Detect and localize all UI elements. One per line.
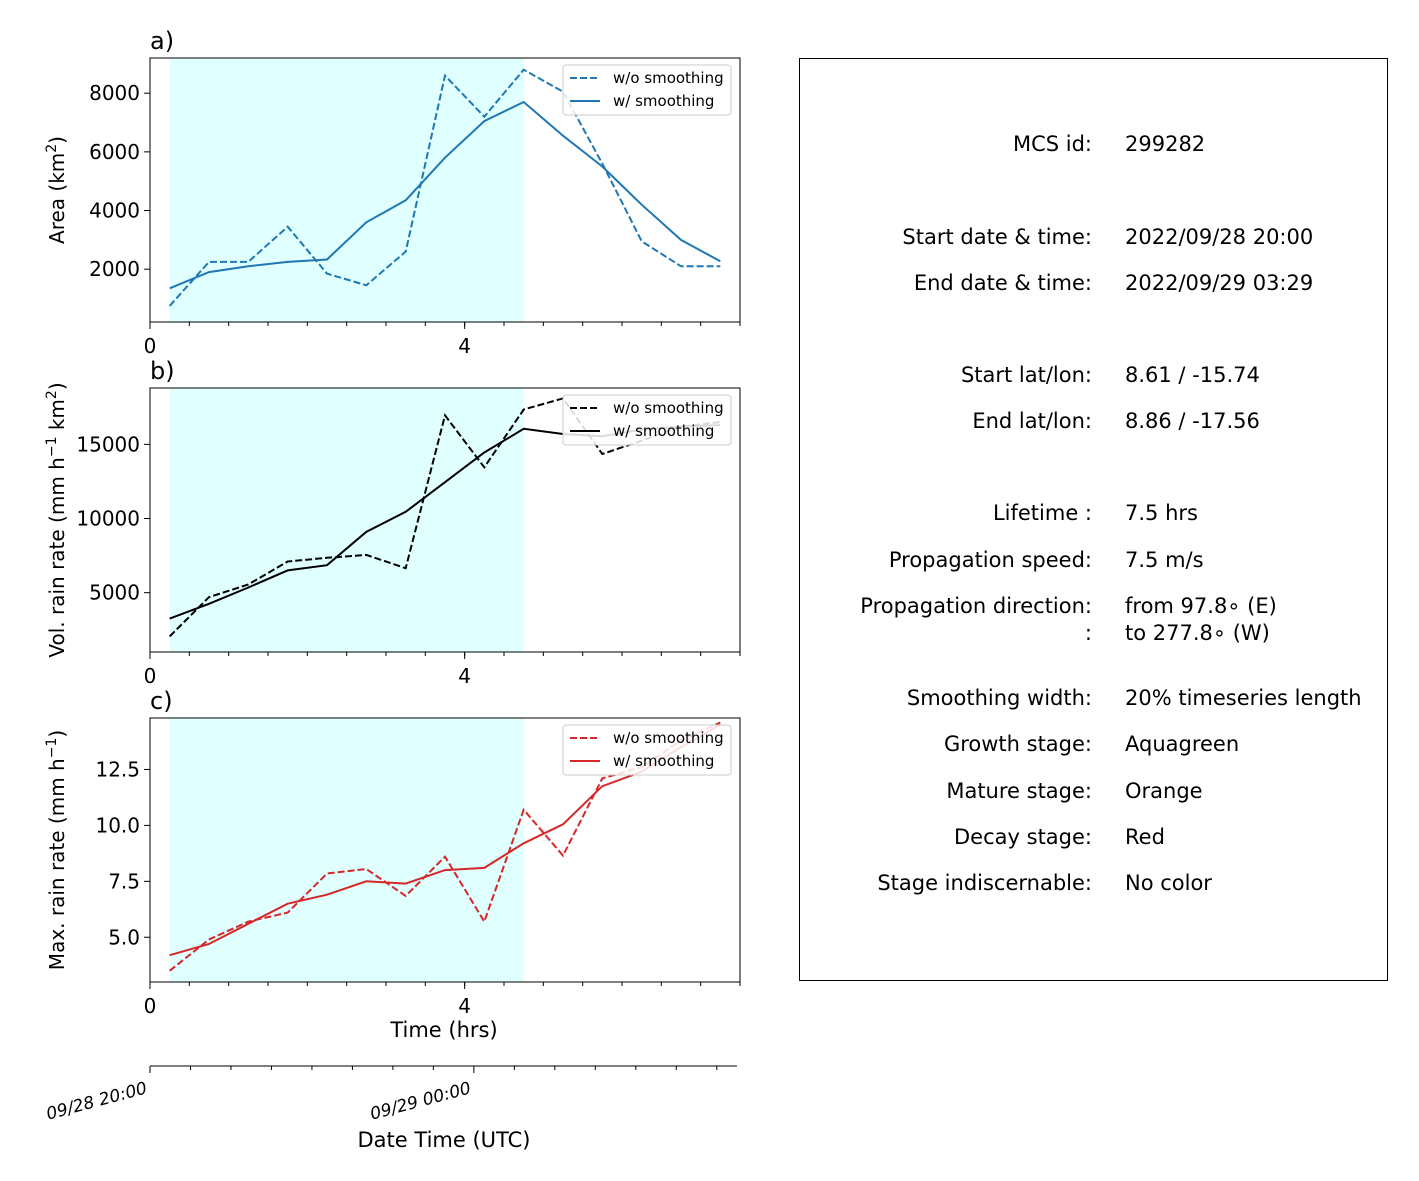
info-label: Stage indiscernable:	[877, 871, 1092, 895]
y-label-superscript: 2	[44, 390, 60, 399]
info-value: 20% timeseries length	[1125, 686, 1362, 710]
info-label: Decay stage:	[954, 825, 1092, 849]
y-tick-label: 6000	[89, 140, 140, 164]
info-label: Lifetime :	[992, 501, 1092, 525]
panel-1: 2000 4000 6000 8000 0 4 a) Area (km2) w/o smooth…	[44, 27, 741, 358]
info-label: Start date & time:	[902, 225, 1092, 249]
panel-2: 5000 10000 15000 0 4 b) Vol. rain rate (mm h−1…	[44, 357, 741, 688]
y-tick-label: 7.5	[108, 869, 140, 893]
legend-box	[562, 64, 732, 116]
info-label: Propagation speed:	[888, 548, 1092, 572]
x-axis-label: Time (hrs)	[389, 1018, 497, 1042]
x-tick-label: 0	[144, 664, 157, 688]
y-label-text: Max. rain rate (mm h	[45, 758, 69, 970]
x-tick-label: 4	[458, 334, 471, 358]
x-tick-label: 0	[144, 994, 157, 1018]
x-tick-label: 4	[458, 664, 471, 688]
legend-box	[562, 724, 732, 776]
y-tick-label: 10000	[76, 507, 140, 531]
series-line-smoothed	[169, 723, 721, 957]
info-label: :	[1084, 621, 1092, 645]
info-value: 2022/09/29 03:29	[1125, 271, 1314, 295]
growth-stage-shade	[169, 718, 524, 982]
info-label: End lat/lon:	[972, 409, 1092, 433]
x-tick-label: 4	[458, 994, 471, 1018]
panel-tag: a)	[150, 27, 174, 55]
legend-label-smoothed: w/ smoothing	[613, 752, 714, 770]
y-tick-label: 4000	[89, 199, 140, 223]
panel-3: 5.0 7.5 10.0 12.5 0 4 c) Max. rain rate (mm h−1…	[44, 687, 741, 1018]
info-value: to 277.8∘ (W)	[1125, 621, 1270, 645]
y-axis-label: Area (km2)	[44, 136, 69, 244]
y-tick-label: 8000	[89, 81, 140, 105]
growth-stage-shade	[169, 388, 524, 652]
info-value: Orange	[1125, 779, 1203, 803]
y-tick-label: 5000	[89, 581, 140, 605]
info-value: Red	[1125, 825, 1165, 849]
x-tick-label: 0	[144, 334, 157, 358]
datetime-tick-label: 09/29 00:00	[368, 1079, 473, 1125]
legend-label-unsmoothed: w/o smoothing	[613, 69, 724, 87]
series-line-smoothed	[169, 100, 721, 290]
series-line-unsmoothed	[168, 68, 721, 307]
y-tick-label: 2000	[89, 257, 140, 281]
info-value: 8.61 / -15.74	[1125, 363, 1260, 387]
info-label: MCS id:	[1012, 132, 1092, 156]
info-value: 7.5 m/s	[1125, 548, 1204, 572]
legend-label-unsmoothed: w/o smoothing	[613, 399, 724, 417]
y-tick-label: 15000	[76, 432, 140, 456]
axes-frame	[149, 717, 741, 983]
y-label-superscript: −1	[44, 738, 60, 759]
info-value: 8.86 / -17.56	[1125, 409, 1260, 433]
y-label-superscript: 2	[44, 144, 60, 153]
y-axis-label: Max. rain rate (mm h−1)	[44, 730, 69, 970]
info-label: Growth stage:	[943, 732, 1092, 756]
info-label: End date & time:	[913, 271, 1092, 295]
datetime-tick-label: 09/28 20:00	[44, 1079, 149, 1125]
info-value: Aquagreen	[1125, 732, 1240, 756]
datetime-axis: 09/28 20:00 09/29 00:00 Date Time (UTC)	[44, 1065, 737, 1152]
info-label: Propagation direction:	[860, 594, 1092, 618]
axes-frame	[149, 57, 741, 323]
mcs-info-panel: MCS id: 299282 Start date & time: 2022/0…	[799, 58, 1388, 981]
y-label-text: Vol. rain rate (mm h	[45, 457, 69, 658]
y-label-superscript: −1	[44, 437, 60, 458]
y-axis-label: Vol. rain rate (mm h−1 km2)	[44, 382, 69, 657]
y-tick-label: 10.0	[95, 813, 140, 837]
y-label-text: km	[45, 399, 69, 436]
panel-tag: c)	[150, 687, 173, 715]
info-value: from 97.8∘ (E)	[1125, 594, 1277, 618]
legend-label-smoothed: w/ smoothing	[613, 422, 714, 440]
y-label-text: )	[45, 136, 69, 144]
info-label: Mature stage:	[946, 779, 1092, 803]
y-tick-label: 12.5	[95, 757, 140, 781]
info-value: 299282	[1125, 132, 1206, 156]
y-tick-label: 5.0	[108, 925, 140, 949]
datetime-axis-label: Date Time (UTC)	[358, 1128, 531, 1152]
y-label-text: )	[45, 730, 69, 738]
legend-label-smoothed: w/ smoothing	[613, 92, 714, 110]
axes-frame	[149, 387, 741, 653]
info-label: Smoothing width:	[906, 686, 1092, 710]
legend-box	[562, 394, 732, 446]
growth-stage-shade	[169, 58, 524, 322]
y-label-text: Area (km	[45, 153, 69, 244]
info-value: No color	[1125, 871, 1212, 895]
info-value: 7.5 hrs	[1125, 501, 1198, 525]
legend-label-unsmoothed: w/o smoothing	[613, 729, 724, 747]
info-value: 2022/09/28 20:00	[1125, 225, 1314, 249]
info-label: Start lat/lon:	[960, 363, 1092, 387]
y-label-text: )	[45, 382, 69, 390]
panel-tag: b)	[150, 357, 175, 385]
